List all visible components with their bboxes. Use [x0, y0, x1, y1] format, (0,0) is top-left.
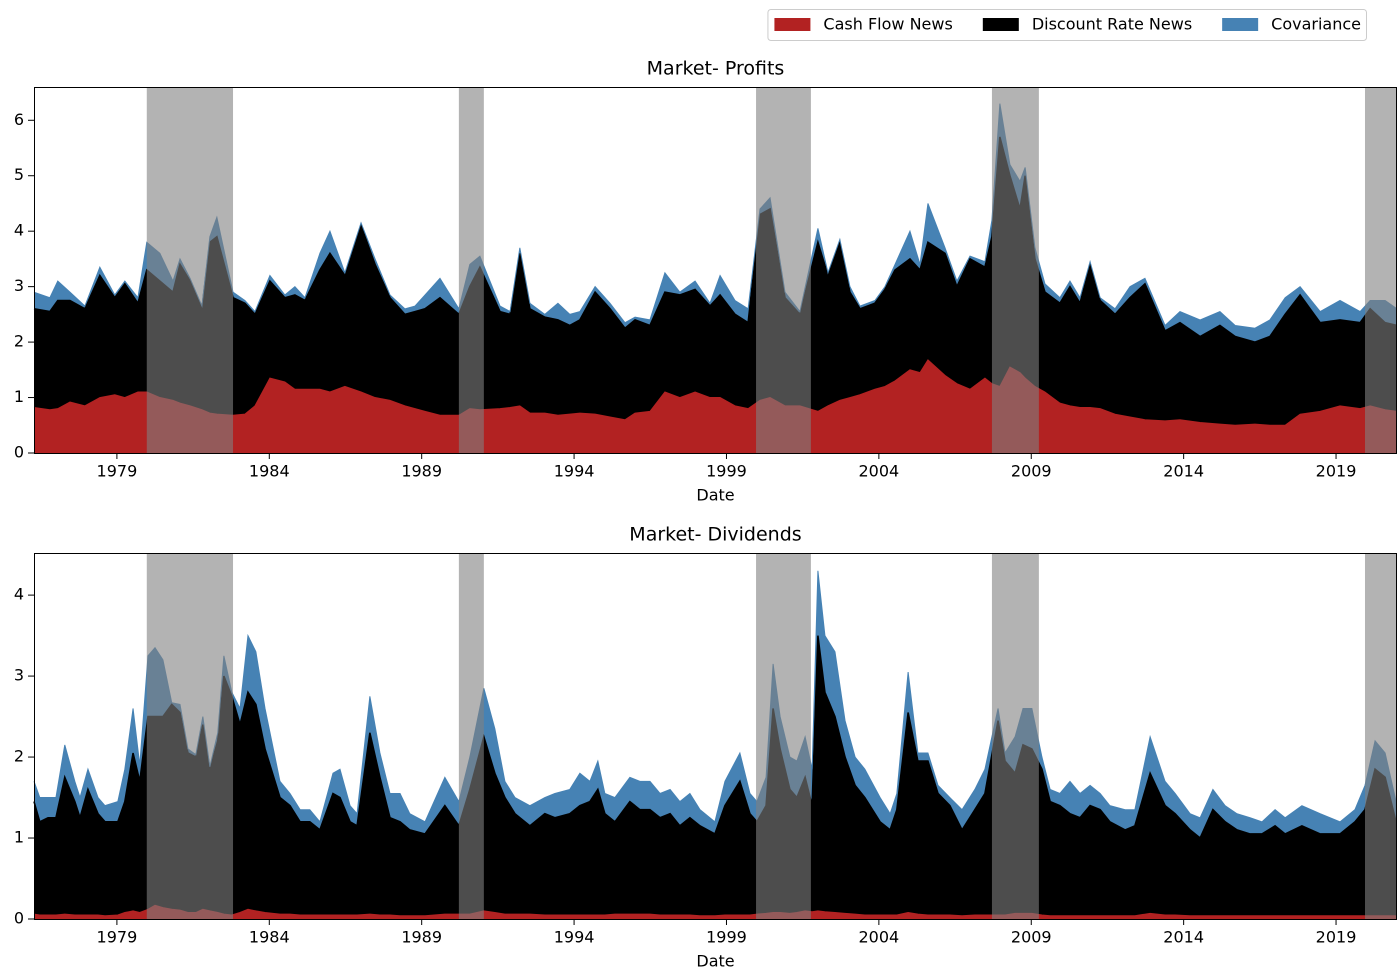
area-band — [34, 635, 1397, 916]
x-tick-label: 2009 — [1011, 928, 1052, 947]
y-tick-label: 1 — [14, 387, 24, 406]
y-tick-label: 2 — [14, 747, 24, 766]
y-tick-label: 0 — [14, 909, 24, 928]
area-edge — [33, 103, 1397, 329]
y-tick-label: 1 — [14, 828, 24, 847]
area-edge — [33, 359, 1397, 426]
shaded-span — [458, 87, 484, 453]
x-tick-label: 1994 — [554, 462, 595, 481]
legend-swatch — [774, 18, 811, 31]
chart-title: Market- Dividends — [629, 524, 801, 546]
y-tick-label: 5 — [14, 165, 24, 184]
x-tick-label: 2019 — [1316, 462, 1357, 481]
x-tick-label: 1989 — [401, 928, 442, 947]
x-tick-label: 1984 — [249, 462, 290, 481]
y-tick-label: 3 — [14, 666, 24, 685]
shaded-span — [991, 87, 1039, 453]
x-tick-label: 1979 — [97, 462, 138, 481]
x-tick-label: 1979 — [97, 928, 138, 947]
legend-label: Discount Rate News — [1032, 15, 1192, 34]
shaded-span — [1364, 87, 1397, 453]
area-band — [34, 136, 1397, 426]
x-axis-label: Date — [696, 952, 734, 970]
y-tick-label: 4 — [14, 221, 24, 240]
x-axis-label: Date — [696, 486, 734, 505]
shaded-span — [756, 87, 811, 453]
shaded-span — [1364, 553, 1397, 919]
x-tick-label: 2004 — [859, 462, 900, 481]
x-tick-label: 2004 — [859, 928, 900, 947]
area-band — [34, 905, 1397, 919]
shaded-span — [146, 553, 234, 919]
shaded-span — [756, 553, 811, 919]
y-tick-label: 3 — [14, 276, 24, 295]
x-tick-label: 2009 — [1011, 462, 1052, 481]
legend-swatch — [982, 18, 1019, 31]
legend-swatch — [1222, 18, 1259, 31]
x-tick-label: 2014 — [1163, 462, 1204, 481]
y-tick-label: 6 — [14, 110, 24, 129]
x-tick-label: 1994 — [554, 928, 595, 947]
legend-label: Covariance — [1271, 15, 1361, 34]
area-edge — [33, 136, 1397, 343]
x-tick-label: 1989 — [401, 462, 442, 481]
shaded-span — [458, 553, 484, 919]
x-tick-label: 2014 — [1163, 928, 1204, 947]
chart-title: Market- Profits — [647, 58, 785, 80]
shaded-span — [146, 87, 234, 453]
shaded-span — [991, 553, 1039, 919]
area-band — [34, 359, 1397, 453]
legend-label: Cash Flow News — [823, 15, 952, 34]
x-tick-label: 1999 — [706, 462, 747, 481]
y-tick-label: 2 — [14, 332, 24, 351]
area-band — [34, 103, 1397, 343]
x-tick-label: 2019 — [1316, 928, 1357, 947]
y-tick-label: 4 — [14, 585, 24, 604]
legend-box — [767, 9, 1367, 41]
y-tick-label: 0 — [14, 443, 24, 462]
x-tick-label: 1999 — [706, 928, 747, 947]
x-tick-label: 1984 — [249, 928, 290, 947]
